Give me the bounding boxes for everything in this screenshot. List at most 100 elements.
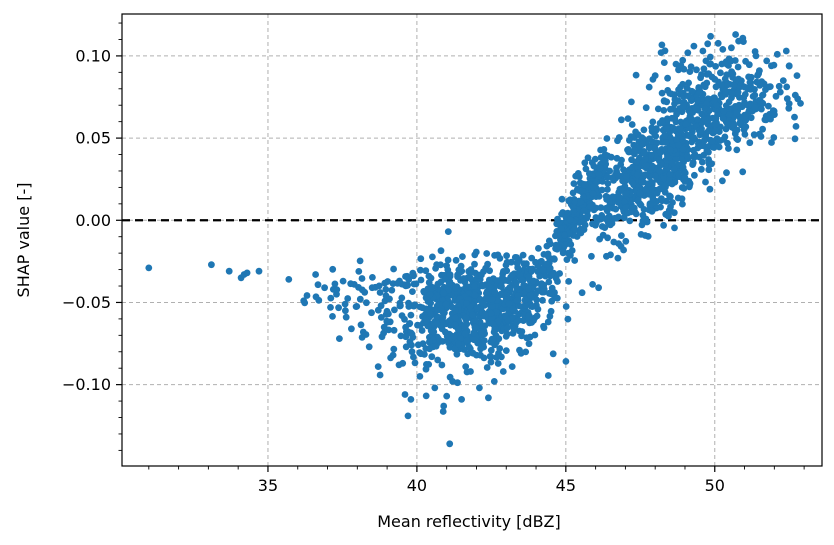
scatter-point: [553, 294, 561, 302]
scatter-point: [376, 371, 384, 379]
scatter-point: [648, 151, 655, 159]
scatter-point: [405, 299, 412, 307]
scatter-point: [558, 195, 566, 203]
scatter-point: [710, 144, 718, 151]
scatter-point: [508, 271, 516, 279]
scatter-point: [471, 323, 479, 331]
scatter-point: [629, 204, 636, 211]
scatter-point: [662, 210, 670, 218]
scatter-point: [739, 168, 747, 176]
scatter-point: [471, 260, 478, 268]
scatter-point: [492, 326, 499, 334]
scatter-point: [489, 320, 497, 328]
scatter-point: [626, 217, 634, 225]
scatter-point: [747, 114, 755, 122]
scatter-point: [719, 177, 726, 185]
scatter-point: [677, 126, 685, 134]
scatter-point: [751, 104, 759, 111]
scatter-point: [661, 47, 669, 55]
scatter-point: [565, 197, 573, 205]
scatter-point: [684, 92, 692, 100]
scatter-point: [502, 347, 510, 354]
scatter-point: [396, 299, 404, 307]
scatter-point: [785, 104, 793, 112]
scatter-point: [663, 98, 671, 106]
scatter-point: [699, 47, 707, 55]
scatter-point: [578, 289, 586, 297]
scatter-point: [604, 186, 611, 193]
scatter-point: [571, 257, 579, 264]
scatter-point: [376, 289, 384, 296]
scatter-point: [690, 146, 697, 154]
scatter-point: [701, 105, 709, 112]
scatter-point: [687, 115, 695, 123]
scatter-point: [628, 98, 635, 106]
scatter-point: [728, 90, 736, 97]
scatter-point: [458, 396, 465, 403]
scatter-point: [477, 345, 484, 353]
scatter-point: [562, 358, 570, 365]
scatter-point: [336, 335, 343, 342]
scatter-point: [536, 272, 544, 280]
scatter-point: [649, 76, 657, 83]
scatter-point: [779, 77, 787, 84]
scatter-point: [365, 343, 373, 351]
scatter-point: [545, 278, 553, 286]
scatter-point: [503, 258, 511, 266]
scatter-point: [632, 128, 639, 136]
scatter-point: [542, 272, 549, 280]
scatter-point: [590, 183, 597, 191]
scatter-point: [692, 104, 700, 112]
scatter-point: [314, 281, 322, 289]
scatter-point: [331, 280, 339, 288]
scatter-point: [673, 136, 680, 143]
scatter-point: [383, 317, 391, 325]
scatter-point: [577, 198, 585, 206]
scatter-point: [648, 207, 656, 215]
scatter-point: [384, 278, 392, 285]
scatter-point: [431, 384, 439, 392]
scatter-point: [580, 193, 587, 201]
scatter-point: [595, 284, 602, 292]
scatter-point: [445, 279, 453, 287]
scatter-point: [356, 295, 364, 303]
scatter-point: [382, 286, 390, 293]
scatter-point: [701, 83, 709, 90]
scatter-point: [660, 221, 667, 229]
scatter-point: [544, 372, 552, 379]
scatter-point: [720, 107, 728, 115]
scatter-point: [558, 225, 565, 232]
scatter-point: [592, 221, 599, 229]
scatter-point: [503, 324, 511, 332]
scatter-point: [753, 78, 761, 86]
scatter-point: [679, 102, 687, 110]
scatter-point: [628, 178, 636, 186]
scatter-point: [420, 288, 428, 295]
scatter-point: [451, 345, 459, 353]
scatter-point: [720, 136, 728, 143]
scatter-point: [705, 166, 713, 174]
x-tick-label: 35: [258, 476, 278, 495]
scatter-point: [586, 203, 594, 211]
scatter-point: [708, 137, 716, 145]
scatter-point: [521, 296, 529, 304]
scatter-point: [733, 135, 740, 142]
scatter-point: [530, 277, 537, 285]
scatter-point: [639, 140, 647, 148]
scatter-point: [705, 148, 712, 156]
scatter-point: [582, 165, 590, 173]
scatter-point: [782, 47, 790, 55]
scatter-point: [499, 368, 507, 375]
scatter-point: [476, 384, 483, 392]
scatter-point: [480, 337, 488, 344]
scatter-point: [697, 142, 705, 150]
scatter-point: [452, 256, 460, 264]
scatter-point: [658, 195, 665, 203]
scatter-point: [388, 286, 396, 294]
scatter-point: [742, 123, 750, 131]
scatter-point: [355, 268, 363, 275]
scatter-point: [432, 342, 440, 350]
scatter-point: [554, 243, 562, 251]
scatter-point: [690, 42, 698, 50]
scatter-point: [619, 177, 626, 185]
